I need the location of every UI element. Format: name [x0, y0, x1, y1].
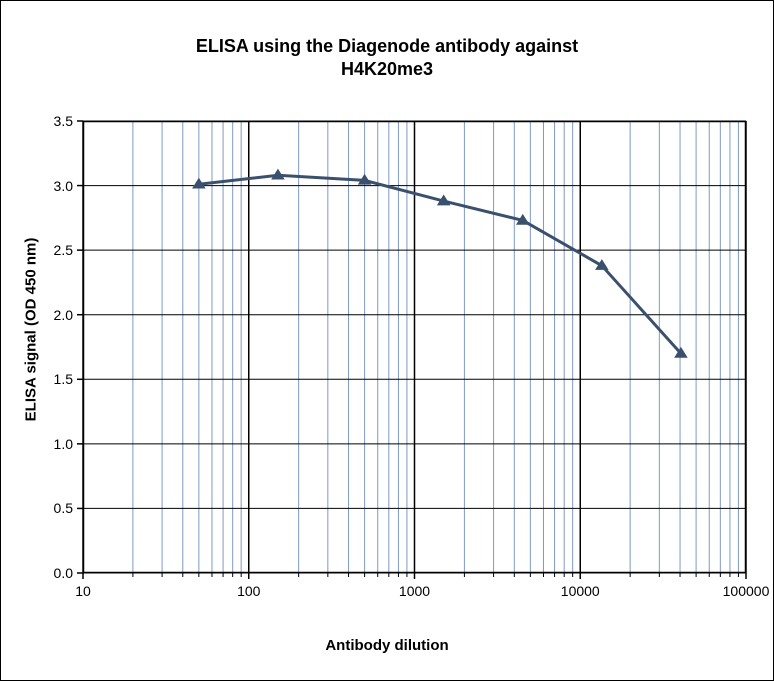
title-line-1: ELISA using the Diagenode antibody again…	[196, 36, 578, 56]
y-tick-label: 1.0	[54, 436, 73, 452]
title-line-2: H4K20me3	[341, 59, 433, 79]
y-tick-label: 1.5	[54, 371, 73, 387]
y-tick-label: 2.0	[54, 307, 73, 323]
x-tick-label: 10000	[561, 583, 600, 599]
x-tick-label: 100000	[723, 583, 770, 599]
x-axis-label: Antibody dilution	[1, 637, 773, 654]
plot-area	[83, 121, 746, 573]
chart-title: ELISA using the Diagenode antibody again…	[1, 35, 773, 80]
x-tick-label: 10	[75, 583, 91, 599]
y-tick-label: 3.0	[54, 178, 73, 194]
y-axis-label-wrap: ELISA signal (OD 450 nm)	[11, 111, 41, 581]
x-tick-label: 100	[237, 583, 260, 599]
plot-svg	[83, 121, 746, 573]
y-axis-label: ELISA signal (OD 450 nm)	[23, 220, 40, 440]
chart-frame: ELISA using the Diagenode antibody again…	[0, 0, 774, 681]
y-tick-label: 2.5	[54, 242, 73, 258]
y-tick-label: 0.5	[54, 500, 73, 516]
x-tick-label: 1000	[399, 583, 430, 599]
y-tick-label: 0.0	[54, 565, 73, 581]
y-tick-label: 3.5	[54, 113, 73, 129]
